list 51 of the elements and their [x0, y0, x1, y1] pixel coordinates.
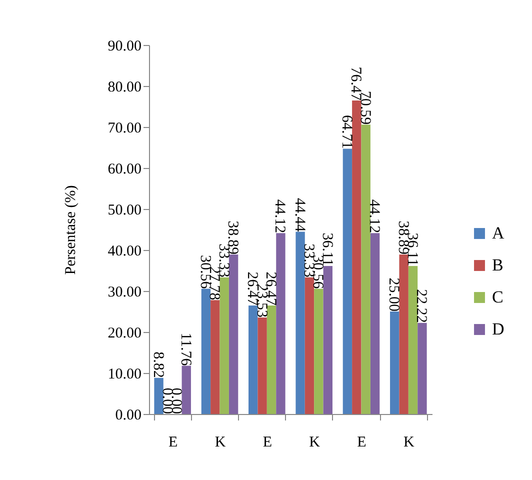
data-label: 11.76: [177, 332, 194, 366]
data-label: 44.44: [291, 198, 308, 232]
bar: [296, 232, 305, 414]
x-tick-label: K: [214, 434, 226, 450]
bar: [248, 305, 258, 414]
y-tick-label: 50.00: [108, 202, 142, 218]
data-label: 64.71: [338, 114, 354, 149]
y-tick-label: 10.00: [108, 366, 142, 382]
bar: [408, 266, 418, 414]
bar: [182, 366, 191, 414]
y-tick-label: 60.00: [108, 162, 142, 178]
bar: [276, 233, 286, 414]
bar: [352, 100, 362, 414]
y-tick-label: 70.00: [108, 120, 142, 136]
legend-label: C: [492, 288, 504, 306]
bar: [154, 378, 164, 414]
y-tick-label: 0.00: [115, 408, 142, 424]
legend-label: D: [492, 320, 504, 338]
x-tick-label: E: [357, 434, 366, 450]
y-tick-label: 40.00: [108, 244, 142, 260]
data-label: 44.12: [272, 199, 288, 234]
data-label: 44.12: [366, 199, 382, 234]
data-label: 25.00: [386, 278, 402, 312]
bar: [390, 312, 400, 414]
bar: [228, 254, 238, 414]
bar: [314, 288, 324, 414]
y-tick-label: 90.00: [108, 38, 142, 54]
bar: [258, 318, 267, 414]
bar: [418, 322, 427, 414]
bar: [323, 266, 332, 414]
bar: [399, 254, 408, 414]
x-tick-label: E: [262, 434, 272, 450]
x-tick-label: K: [309, 434, 320, 450]
bar: [361, 124, 370, 414]
bar: [210, 300, 220, 414]
bar: [220, 277, 229, 414]
data-label: 22.22: [413, 289, 430, 323]
legend-label: A: [492, 224, 505, 242]
legend-label: B: [492, 256, 504, 274]
bar: [201, 288, 211, 414]
bar: [266, 305, 276, 414]
y-axis-title: Persentase (%): [62, 185, 79, 275]
y-tick-label: 80.00: [108, 80, 142, 96]
bar: [370, 233, 380, 414]
bar: [342, 148, 352, 414]
y-tick-label: 30.00: [108, 284, 142, 300]
x-tick-label: K: [403, 434, 414, 450]
y-tick-label: 20.00: [108, 326, 142, 342]
x-tick-label: E: [168, 434, 178, 450]
bar: [304, 277, 314, 414]
data-label: 8.82: [150, 352, 166, 378]
